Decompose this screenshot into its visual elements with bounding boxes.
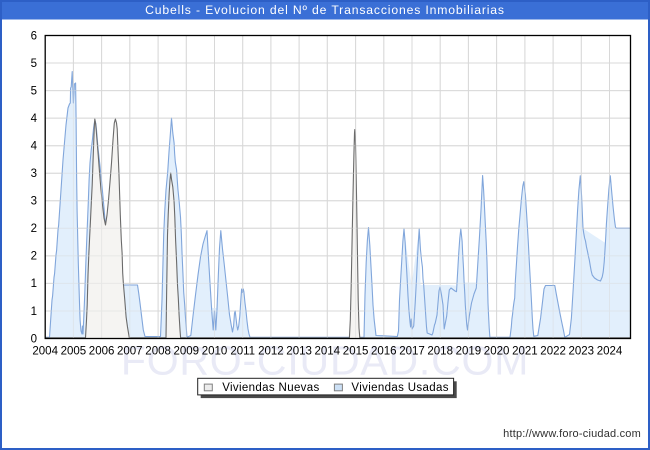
svg-text:5: 5 <box>31 58 37 70</box>
svg-text:2007: 2007 <box>117 346 143 358</box>
svg-text:2020: 2020 <box>484 346 510 358</box>
svg-text:2017: 2017 <box>399 346 425 358</box>
svg-text:2016: 2016 <box>371 346 397 358</box>
svg-text:1: 1 <box>31 278 37 290</box>
svg-text:Viviendas Nuevas: Viviendas Nuevas <box>222 382 319 394</box>
svg-text:4: 4 <box>31 113 38 125</box>
svg-text:5: 5 <box>31 85 37 97</box>
svg-text:4: 4 <box>31 141 38 153</box>
svg-text:2011: 2011 <box>230 346 255 358</box>
svg-text:2023: 2023 <box>569 346 595 358</box>
svg-text:2005: 2005 <box>61 346 87 358</box>
svg-text:2: 2 <box>31 251 37 263</box>
svg-text:2013: 2013 <box>286 346 312 358</box>
svg-text:2008: 2008 <box>145 346 171 358</box>
svg-text:2009: 2009 <box>174 346 200 358</box>
svg-text:2010: 2010 <box>202 346 228 358</box>
svg-text:6: 6 <box>31 30 37 42</box>
svg-text:FORO-CIUDAD.COM: FORO-CIUDAD.COM <box>121 338 529 384</box>
svg-text:2014: 2014 <box>315 346 341 358</box>
svg-text:2: 2 <box>31 223 37 235</box>
svg-text:0: 0 <box>31 333 37 345</box>
svg-text:2018: 2018 <box>427 346 453 358</box>
svg-text:2024: 2024 <box>597 346 623 358</box>
svg-text:Viviendas Usadas: Viviendas Usadas <box>351 382 448 394</box>
svg-text:Cubells - Evolucion del Nº de: Cubells - Evolucion del Nº de Transaccio… <box>145 3 505 17</box>
svg-text:3: 3 <box>31 168 37 180</box>
svg-text:2015: 2015 <box>343 346 369 358</box>
svg-text:2006: 2006 <box>89 346 115 358</box>
svg-text:2012: 2012 <box>258 346 284 358</box>
svg-text:3: 3 <box>31 196 37 208</box>
svg-text:2004: 2004 <box>32 346 58 358</box>
svg-text:1: 1 <box>31 306 37 318</box>
svg-text:2019: 2019 <box>456 346 482 358</box>
svg-text:2022: 2022 <box>540 346 566 358</box>
svg-text:http://www.foro-ciudad.com: http://www.foro-ciudad.com <box>503 428 641 440</box>
svg-text:2021: 2021 <box>512 346 538 358</box>
